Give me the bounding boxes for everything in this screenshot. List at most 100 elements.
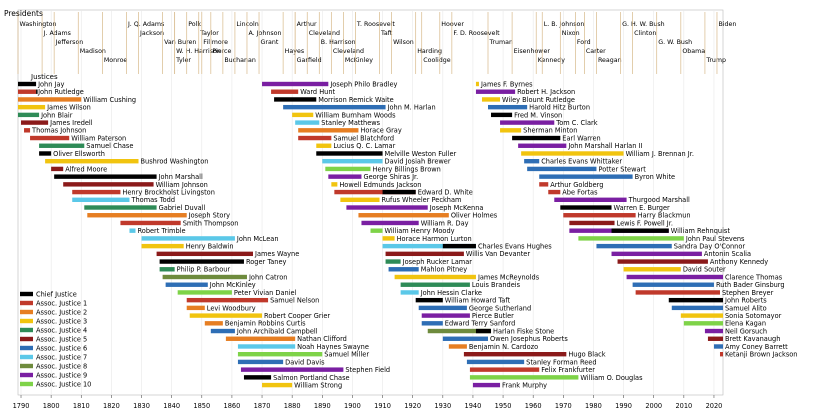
justice-label: Morrison Remick Waite (318, 96, 393, 104)
x-tick-label: 1910 (374, 402, 391, 410)
justice-tenure-bar (334, 189, 416, 195)
x-tick-label: 1970 (555, 402, 572, 410)
justice-tenure-bar (521, 151, 624, 156)
justice-label: Henry Billings Brown (373, 165, 441, 173)
justice-label: Earl Warren (562, 134, 600, 142)
justice-tenure-bar (45, 159, 139, 164)
justice-label: Peter Vivian Daniel (234, 289, 297, 297)
x-tick-label: 1900 (344, 402, 361, 410)
justice-label: Louis Brandeis (472, 281, 521, 289)
justice-tenure-bar (539, 174, 633, 179)
justice-tenure-bar (488, 104, 528, 110)
justice-label: Ketanji Brown Jackson (725, 351, 798, 359)
justice-tenure-bar (448, 344, 467, 349)
justice-label: Salmon Portland Chase (273, 374, 350, 382)
chart-title: Presidents (4, 9, 43, 18)
justice-label: James Iredell (49, 119, 93, 127)
president-terms: Washington J. Adams Jefferson Madison Monroe… (17, 12, 736, 74)
justice-label: Frank Murphy (502, 381, 547, 389)
justice-tenure-bar (328, 174, 362, 179)
justice-tenure-bar (243, 375, 272, 380)
justice-label: Tom C. Clark (555, 119, 597, 127)
justice-tenure-bar (159, 259, 244, 264)
justice-label: George Shiras Jr. (363, 173, 418, 181)
justice-label: William R. Day (421, 219, 469, 227)
president-label: Hoover (441, 21, 464, 28)
x-tick-label: 1930 (434, 402, 451, 410)
justice-label: George Sutherland (469, 304, 531, 312)
justice-tenure-bar (481, 97, 501, 102)
president-label: Madison (80, 48, 106, 55)
president-label: Harding (417, 48, 442, 55)
justice-tenure-bar (262, 382, 293, 388)
plot-frame (17, 9, 724, 396)
justice-tenure-bar (361, 220, 419, 226)
justice-tenure-bar (475, 89, 516, 94)
justice-tenure-bar (617, 259, 708, 264)
justice-label: Robert H. Jackson (517, 88, 575, 96)
justice-tenure-bar (491, 112, 513, 118)
justice-label: Levi Woodbury (207, 304, 256, 312)
justice-tenure-bar (141, 236, 235, 241)
justice-tenure-bar (385, 259, 401, 264)
justice-label: Samuel Nelson (270, 297, 319, 305)
justice-tenure-bar (358, 213, 449, 218)
justice-tenure-bar (298, 135, 332, 141)
justice-label: John M. Harlan (387, 104, 436, 112)
justice-tenure-bar (165, 282, 208, 287)
justice-label: Willis Van Devanter (466, 250, 530, 258)
legend-swatch (20, 327, 33, 333)
justice-tenure-bar (611, 251, 702, 257)
justice-tenure-bar (237, 359, 284, 365)
justice-tenure-bar (283, 104, 386, 110)
justice-tenure-bar (240, 367, 344, 372)
president-label: Eisenhower (514, 48, 551, 55)
president-label: Grant (261, 39, 279, 46)
justice-tenure-bar (30, 135, 70, 141)
justice-tenure-bar (421, 313, 470, 318)
president-label: T. Roosevelt (356, 21, 395, 28)
justice-label: Horace Gray (360, 127, 401, 135)
president-label: J. Adams (43, 30, 71, 37)
justice-label: Smith Thompson (183, 219, 239, 227)
justice-label: Lucius Q. C. Lamar (333, 142, 395, 150)
justice-tenure-bar (683, 321, 723, 326)
x-tick-label: 2020 (706, 402, 723, 410)
justice-label: David Davis (285, 358, 325, 366)
legend-swatch (20, 363, 33, 369)
justice-label: Warren E. Burger (614, 204, 671, 212)
justice-label: John Paul Stevens (685, 235, 745, 243)
president-label: Tyler (175, 57, 191, 64)
x-axis: 1790 1800 1810 1820 1830 1840 1850 1860 1870 1880… (13, 395, 723, 410)
president-label: L. B. Johnson (544, 21, 585, 28)
justice-tenure-bar (560, 205, 612, 210)
justice-label: Nathan Clifford (297, 335, 347, 343)
president-label: Obama (682, 48, 705, 55)
justice-tenure-bar (382, 189, 416, 195)
justice-tenure-bar (340, 197, 380, 202)
justice-tenure-bar (382, 236, 395, 241)
president-label: Cleveland (309, 30, 340, 37)
justice-label: Stanley Matthews (321, 119, 380, 127)
justice-tenure-bar (189, 313, 263, 318)
president-label: Polk (188, 21, 201, 28)
justice-label: William Cushing (83, 96, 136, 104)
president-label: Jackson (139, 30, 164, 37)
justice-label: Wiley Blount Rutledge (502, 96, 575, 104)
justice-label: William Strong (294, 381, 342, 389)
justice-tenure-bar (469, 375, 579, 380)
justice-tenure-bar (331, 182, 338, 187)
justice-tenure-bar (524, 159, 540, 164)
legend-swatch (20, 354, 33, 360)
justice-label: Gabriel Duvall (159, 204, 206, 212)
justice-tenure-bar (539, 182, 549, 187)
x-tick-label: 1960 (525, 402, 542, 410)
justice-tenure-bar (346, 205, 428, 210)
justice-tenure-bar (295, 120, 320, 125)
justice-label: William Burnham Woods (315, 111, 396, 119)
justice-tenure-bar (623, 267, 681, 272)
justice-tenure-bar (415, 297, 443, 303)
justice-tenure-bar (156, 251, 253, 257)
justice-tenure-bar (611, 228, 669, 233)
